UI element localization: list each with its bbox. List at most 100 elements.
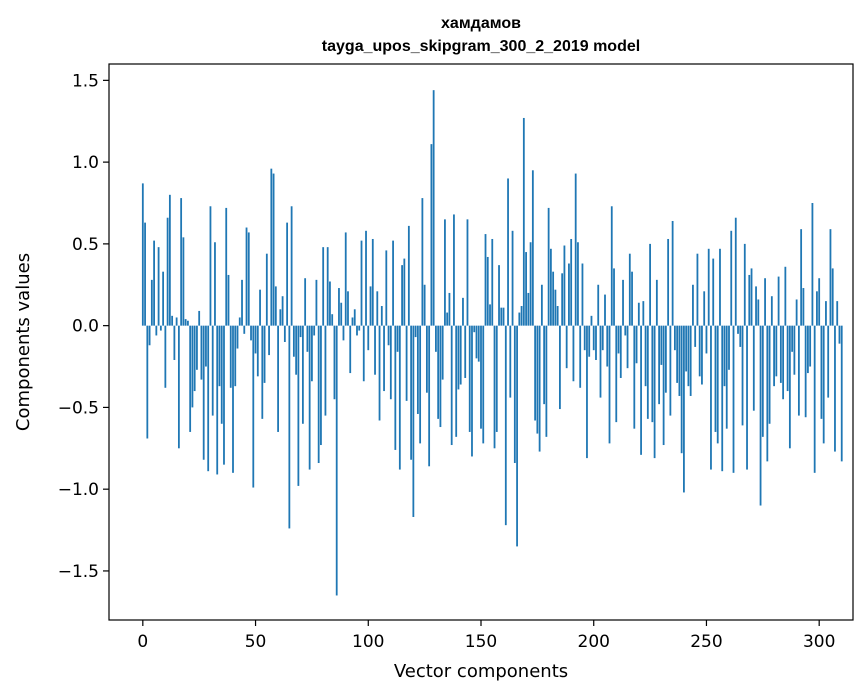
bar-20 xyxy=(187,320,189,326)
bar-83 xyxy=(329,281,331,326)
bar-166 xyxy=(516,325,518,547)
bar-273 xyxy=(757,299,760,326)
bar-270 xyxy=(750,268,753,326)
bar-39 xyxy=(229,325,232,388)
bar-259 xyxy=(725,325,728,429)
bar-221 xyxy=(640,325,642,455)
bar-42 xyxy=(236,325,239,349)
bar-209 xyxy=(613,268,615,326)
bar-167 xyxy=(518,312,521,326)
bar-4 xyxy=(150,279,153,326)
bar-123 xyxy=(419,325,422,444)
bar-40 xyxy=(232,325,234,473)
y-tick-label: 0.5 xyxy=(72,235,99,255)
bar-294 xyxy=(804,325,807,418)
bar-212 xyxy=(619,325,622,378)
bar-99 xyxy=(365,230,367,326)
bar-261 xyxy=(730,230,733,326)
bar-134 xyxy=(444,219,446,326)
bar-286 xyxy=(786,325,789,392)
bar-305 xyxy=(829,229,832,326)
bar-16 xyxy=(177,325,180,449)
bar-213 xyxy=(622,279,624,326)
bar-187 xyxy=(563,245,566,326)
bar-116 xyxy=(403,258,406,326)
bar-6 xyxy=(155,325,158,336)
bar-8 xyxy=(159,325,162,331)
bar-194 xyxy=(579,325,582,388)
bar-73 xyxy=(306,325,309,352)
bar-47 xyxy=(247,232,250,326)
bar-69 xyxy=(297,325,300,486)
bar-110 xyxy=(389,325,392,400)
bar-295 xyxy=(807,325,809,374)
y-tick-label: −1.0 xyxy=(58,480,99,500)
bar-229 xyxy=(658,325,661,405)
x-tick-label: 50 xyxy=(245,632,267,652)
bar-283 xyxy=(779,325,782,383)
bar-236 xyxy=(673,325,676,351)
bar-231 xyxy=(662,325,665,446)
bar-13 xyxy=(171,315,174,326)
bar-28 xyxy=(205,325,207,367)
bar-174 xyxy=(534,325,537,421)
bar-277 xyxy=(766,325,769,462)
bar-23 xyxy=(193,325,196,392)
bar-65 xyxy=(288,325,291,529)
bar-93 xyxy=(351,317,354,326)
bar-85 xyxy=(333,325,336,400)
bar-102 xyxy=(371,238,374,326)
bar-157 xyxy=(495,325,498,432)
bar-0 xyxy=(141,183,144,326)
bar-258 xyxy=(723,325,726,387)
bar-156 xyxy=(493,325,496,449)
bar-232 xyxy=(664,325,667,393)
bar-189 xyxy=(568,263,570,326)
bar-269 xyxy=(748,274,751,326)
bar-250 xyxy=(705,325,708,354)
bar-43 xyxy=(238,317,241,326)
bar-128 xyxy=(430,144,433,326)
bar-288 xyxy=(791,325,794,352)
bar-84 xyxy=(331,314,334,326)
bar-149 xyxy=(477,325,480,362)
bar-195 xyxy=(581,263,584,326)
bar-310 xyxy=(840,325,843,462)
bar-306 xyxy=(831,268,834,326)
bar-75 xyxy=(311,325,313,382)
bar-117 xyxy=(405,325,408,401)
bar-45 xyxy=(243,325,246,334)
bar-211 xyxy=(617,325,620,354)
bar-235 xyxy=(671,220,674,326)
bar-52 xyxy=(259,289,261,326)
bar-138 xyxy=(453,214,455,326)
bar-271 xyxy=(752,325,755,411)
bar-245 xyxy=(694,325,697,347)
bar-276 xyxy=(764,278,766,326)
bar-266 xyxy=(741,325,744,426)
bar-205 xyxy=(604,294,606,326)
bar-90 xyxy=(344,232,347,326)
bar-97 xyxy=(360,240,363,326)
bar-95 xyxy=(356,325,358,336)
bar-74 xyxy=(308,325,311,470)
bar-307 xyxy=(834,325,836,452)
bar-272 xyxy=(755,286,757,326)
bar-279 xyxy=(770,296,773,326)
y-tick-label: 1.0 xyxy=(72,153,99,173)
bar-88 xyxy=(340,302,343,326)
bar-239 xyxy=(680,325,683,454)
bar-148 xyxy=(475,325,478,359)
bar-180 xyxy=(547,207,550,326)
bar-60 xyxy=(277,325,279,432)
y-tick-label: 1.5 xyxy=(72,71,99,91)
x-tick-label: 0 xyxy=(137,632,148,652)
bar-101 xyxy=(369,286,372,326)
bar-178 xyxy=(543,325,546,405)
bar-216 xyxy=(628,253,631,326)
bar-22 xyxy=(191,325,194,408)
bar-56 xyxy=(268,325,270,356)
bar-246 xyxy=(696,253,699,326)
bar-215 xyxy=(626,325,629,369)
